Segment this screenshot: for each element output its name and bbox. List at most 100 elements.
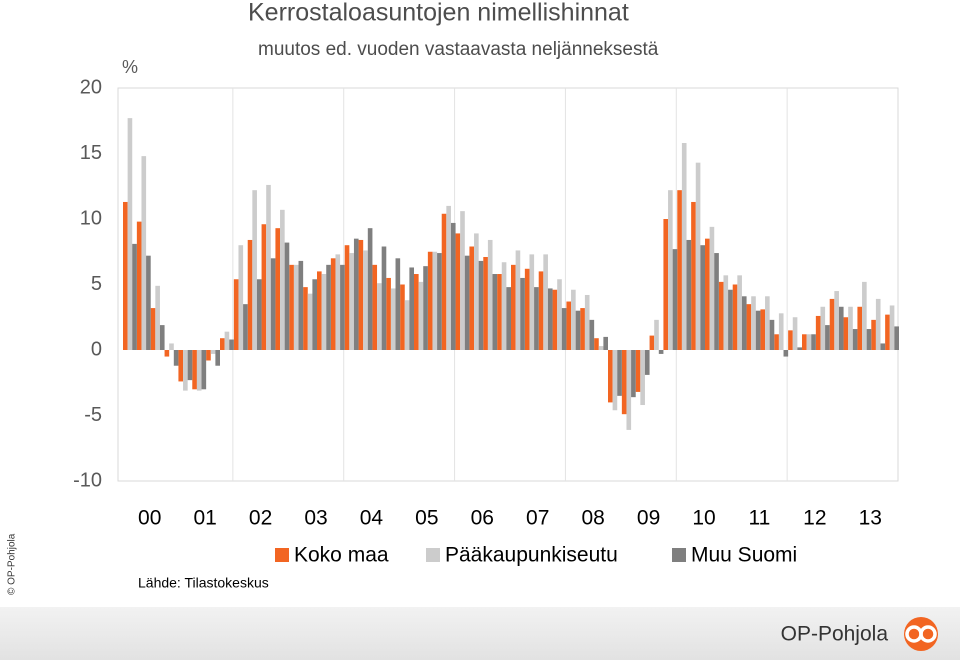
bar (732, 284, 738, 350)
bar (312, 279, 317, 350)
bar (386, 277, 391, 350)
bar (571, 289, 576, 350)
bar (695, 162, 701, 350)
bar (792, 317, 798, 350)
bar (243, 304, 248, 350)
bar (340, 264, 345, 350)
bar (575, 310, 581, 350)
legend-swatch (275, 548, 289, 562)
bar (598, 346, 604, 350)
x-tick-label: 08 (581, 507, 604, 530)
bar (880, 343, 886, 350)
bar (705, 238, 710, 350)
bar (270, 258, 276, 350)
bar (825, 325, 830, 350)
bar (321, 274, 327, 350)
y-tick-label: 15 (80, 142, 102, 164)
bar (159, 325, 165, 350)
bar (829, 298, 835, 350)
bar (552, 289, 558, 350)
bar (298, 260, 304, 350)
bar (414, 274, 419, 350)
bar (561, 308, 567, 350)
bar (372, 264, 378, 350)
bar (506, 287, 511, 350)
bar (617, 350, 622, 396)
bar (566, 301, 572, 350)
bar (252, 190, 257, 350)
x-tick-label: 13 (859, 507, 882, 530)
bar (307, 293, 313, 350)
bar (418, 281, 424, 350)
bar (478, 260, 484, 350)
bar (409, 267, 414, 350)
logo-part (919, 625, 937, 643)
bar (483, 256, 488, 350)
bar (229, 339, 234, 350)
bar (344, 245, 350, 350)
plot-frame (117, 87, 899, 482)
bar (709, 226, 715, 350)
bar (871, 319, 876, 350)
bar (474, 233, 479, 350)
bar (220, 338, 225, 350)
x-tick-label: 03 (304, 507, 327, 530)
x-tick-label: 06 (471, 507, 494, 530)
bar (280, 209, 285, 350)
x-tick-label: 02 (249, 507, 272, 530)
source: Lähde: Tilastokeskus (138, 575, 269, 591)
bar (765, 296, 770, 350)
x-tick-label: 00 (138, 507, 161, 530)
chart-title: Kerrostaloasuntojen nimellishinnat (248, 0, 629, 27)
bar (889, 305, 895, 350)
bar (460, 211, 465, 350)
footer (0, 607, 960, 660)
bar (169, 343, 174, 350)
bar (538, 271, 544, 350)
bar (183, 350, 188, 391)
bar (802, 334, 807, 350)
bar (450, 222, 456, 350)
bar (894, 326, 899, 350)
bar (289, 264, 294, 350)
bar (649, 335, 655, 350)
x-tick-label: 11 (749, 507, 771, 530)
x-tick-label: 01 (193, 507, 216, 530)
bar (437, 253, 442, 350)
bar (621, 350, 627, 415)
bar (769, 319, 775, 350)
bar (608, 350, 613, 403)
bar (178, 350, 184, 382)
bar (663, 219, 669, 350)
bar (497, 274, 502, 350)
bar (303, 287, 308, 350)
x-tick-label: 12 (803, 507, 826, 530)
bar (723, 275, 729, 350)
bar (584, 294, 590, 350)
bar (381, 246, 387, 350)
bar (196, 350, 202, 391)
bar (492, 274, 498, 350)
bar (700, 245, 705, 350)
chart-subtitle: muutos ed. vuoden vastaavasta neljänneks… (258, 39, 659, 60)
bar (778, 313, 784, 350)
bar (728, 289, 733, 350)
bar (261, 224, 267, 350)
bar (187, 350, 193, 381)
bar (848, 306, 853, 350)
bar (266, 184, 271, 350)
bar (358, 239, 364, 350)
bar (432, 251, 438, 350)
legend-label: Pääkaupunkiseutu (445, 544, 618, 567)
bar (136, 221, 142, 350)
bar (511, 264, 516, 350)
bar (215, 350, 220, 366)
bar (201, 350, 207, 390)
bar (515, 250, 521, 350)
bar (150, 308, 156, 350)
bar (594, 338, 599, 350)
bar (404, 300, 410, 350)
bar (367, 228, 373, 350)
bar (681, 143, 687, 350)
bar (834, 291, 839, 350)
